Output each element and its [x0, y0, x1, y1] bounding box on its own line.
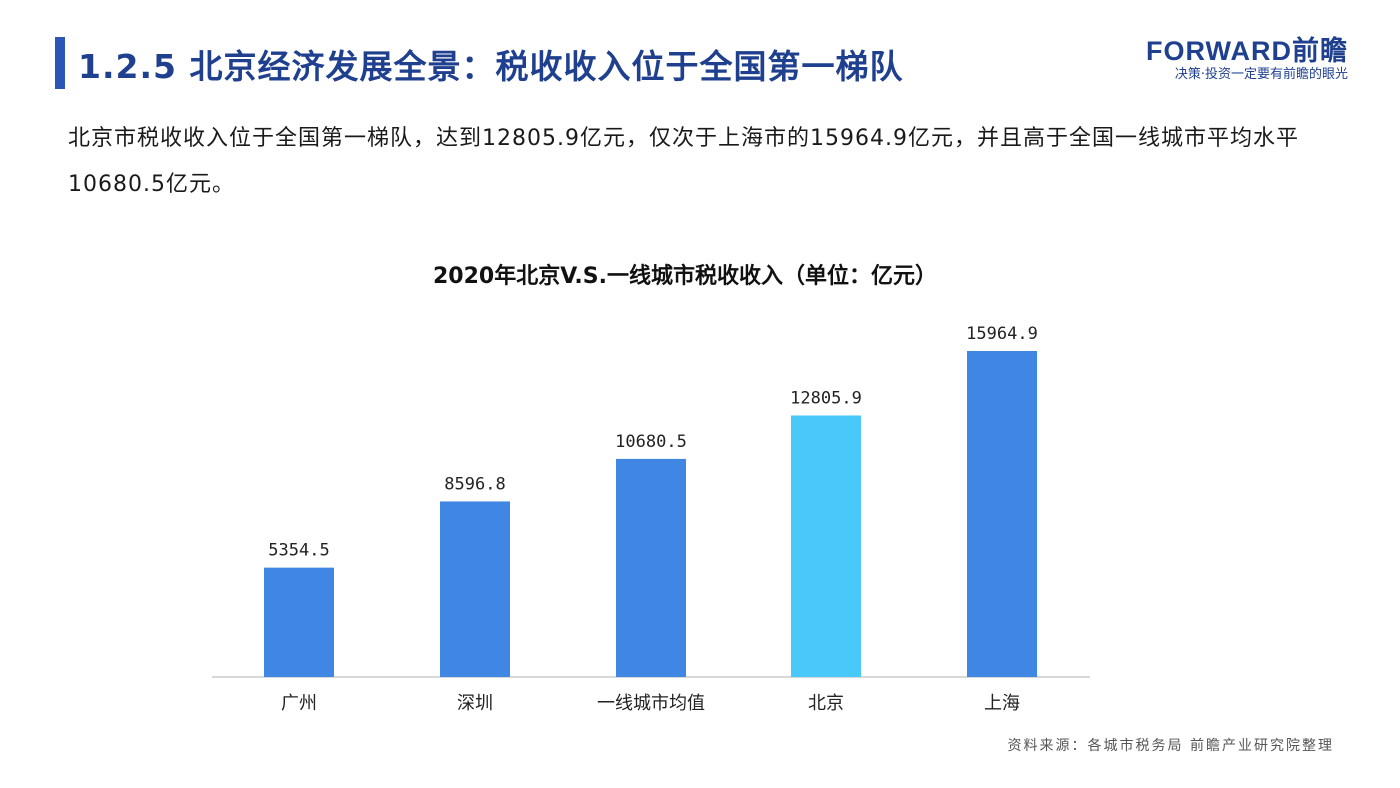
bar-value-label: 12805.9: [790, 388, 862, 408]
category-label: 北京: [808, 693, 844, 714]
forward-logo: FORWARD前瞻 决策·投资一定要有前瞻的眼光: [1146, 36, 1348, 84]
page-title: 1.2.5 北京经济发展全景：税收收入位于全国第一梯队: [78, 47, 904, 86]
title-accent-bar: [55, 37, 65, 89]
bar-2: [616, 458, 686, 677]
bar-3: [791, 415, 861, 677]
bar-value-label: 5354.5: [268, 541, 329, 561]
category-label: 上海: [984, 693, 1020, 714]
bar-1: [440, 501, 510, 677]
bar-0: [264, 567, 334, 677]
logo-slogan: 决策·投资一定要有前瞻的眼光: [1174, 67, 1348, 82]
bar-value-label: 15964.9: [966, 324, 1038, 344]
category-label: 一线城市均值: [597, 693, 705, 714]
chart-title: 2020年北京V.S.一线城市税收收入（单位：亿元）: [433, 264, 937, 289]
bar-value-label: 8596.8: [444, 474, 505, 494]
source-note: 资料来源：各城市税务局 前瞻产业研究院整理: [1007, 738, 1334, 754]
category-label: 广州: [281, 693, 317, 714]
intro-paragraph: 北京市税收收入位于全国第一梯队，达到12805.9亿元，仅次于上海市的15964…: [68, 126, 1299, 197]
bar-value-label: 10680.5: [615, 432, 687, 452]
logo-main-text: FORWARD前瞻: [1146, 36, 1348, 66]
bar-4: [967, 350, 1037, 677]
category-label: 深圳: [457, 693, 493, 714]
